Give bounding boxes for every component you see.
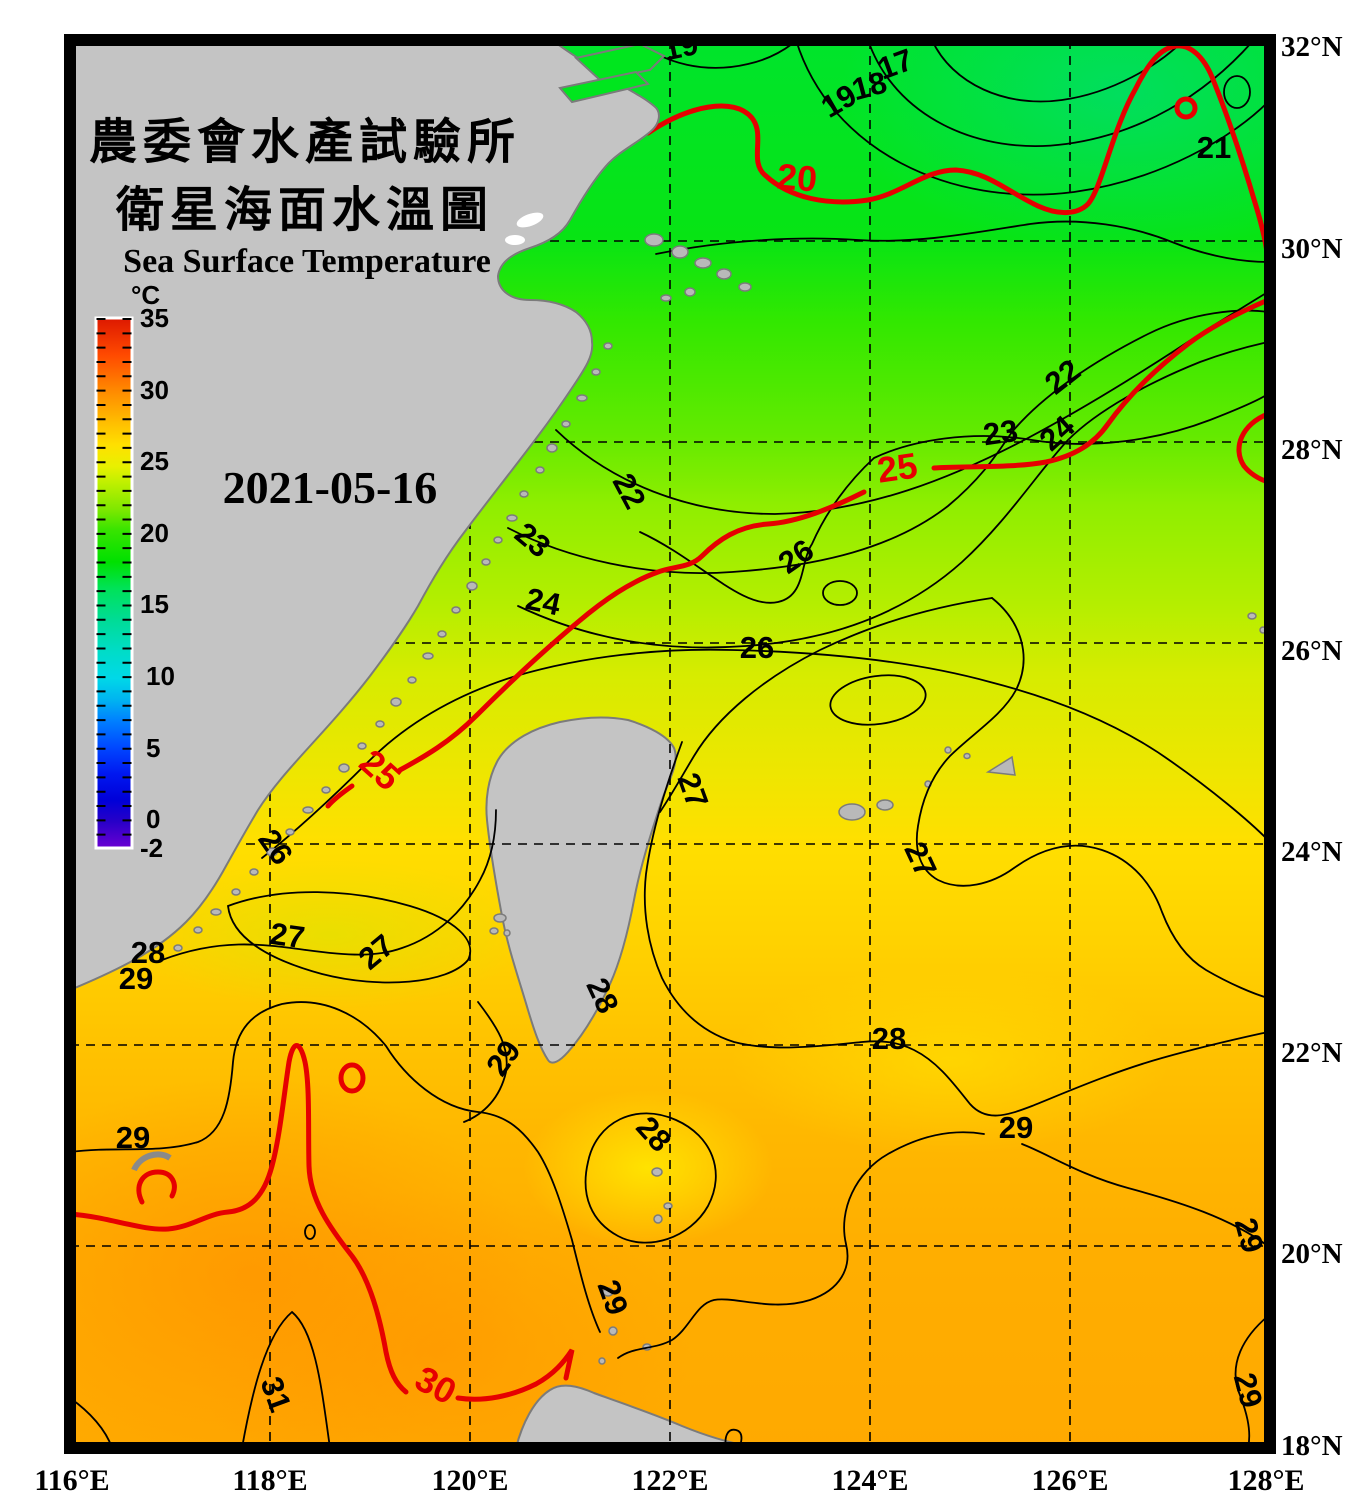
latitude-axis: 32°N 30°N 28°N 26°N 24°N 22°N 20°N 18°N bbox=[1281, 31, 1343, 1462]
colorbar-tick: -2 bbox=[140, 833, 163, 863]
isotherm-label: 29 bbox=[999, 1110, 1033, 1145]
isotherm-label-red: 25 bbox=[875, 445, 920, 491]
lat-label: 18°N bbox=[1281, 1430, 1343, 1462]
lat-label: 30°N bbox=[1281, 233, 1343, 265]
colorbar-unit: °C bbox=[131, 280, 160, 310]
colorbar-tick: 30 bbox=[140, 375, 169, 405]
lon-label: 124°E bbox=[831, 1464, 908, 1497]
title-english: Sea Surface Temperature bbox=[123, 243, 491, 280]
colorbar-tick: 10 bbox=[146, 661, 175, 691]
lat-label: 26°N bbox=[1281, 635, 1343, 667]
isotherm-label: 24 bbox=[523, 581, 565, 623]
isotherm-contours-red bbox=[70, 43, 1270, 1402]
isotherm-label: 19 bbox=[660, 26, 701, 67]
yangtze-estuary bbox=[558, 42, 666, 104]
map-border bbox=[64, 34, 1276, 1454]
isotherm-label: 28 bbox=[131, 935, 165, 970]
offshore-islets bbox=[131, 612, 1267, 1365]
isotherm-label: 29 bbox=[116, 1120, 150, 1155]
colorbar-gradient bbox=[94, 316, 134, 850]
lon-label: 128°E bbox=[1227, 1464, 1304, 1497]
colorbar-tick: 15 bbox=[140, 589, 169, 619]
coastal-islets bbox=[173, 233, 752, 952]
isotherm-label-red: 20 bbox=[775, 155, 818, 199]
luzon-island bbox=[514, 1384, 753, 1448]
colorbar: °C 35 30 25 20 15 10 5 0 -2 bbox=[94, 280, 175, 863]
lon-label: 116°E bbox=[34, 1464, 109, 1497]
lat-label: 28°N bbox=[1281, 434, 1343, 466]
isotherm-label: 21 bbox=[1197, 130, 1231, 165]
isotherm-label: 27 bbox=[268, 916, 307, 955]
longitude-axis: 116°E 118°E 120°E 122°E 124°E 126°E 128°… bbox=[34, 1464, 1304, 1497]
isotherm-label: 23 bbox=[981, 413, 1020, 452]
colorbar-tick: 20 bbox=[140, 518, 169, 548]
taiwan-island bbox=[485, 716, 677, 1064]
map-date: 2021-05-16 bbox=[223, 462, 438, 513]
lat-label: 32°N bbox=[1281, 31, 1343, 63]
lon-label: 120°E bbox=[431, 1464, 508, 1497]
title-chinese-map: 衛星海面水溫圖 bbox=[115, 184, 494, 237]
colorbar-tick: 35 bbox=[140, 303, 169, 333]
colorbar-tick: 25 bbox=[140, 446, 169, 476]
colorbar-tick: 0 bbox=[146, 804, 160, 834]
title-block: 農委會水產試驗所 衛星海面水溫圖 Sea Surface Temperature… bbox=[89, 116, 521, 513]
lon-label: 122°E bbox=[631, 1464, 708, 1497]
lon-label: 126°E bbox=[1031, 1464, 1108, 1497]
cloud-patches bbox=[505, 212, 544, 245]
lon-label: 118°E bbox=[232, 1464, 307, 1497]
isotherm-label: 29 bbox=[119, 961, 153, 996]
title-chinese-org: 農委會水產試驗所 bbox=[89, 116, 521, 169]
lat-label: 24°N bbox=[1281, 836, 1343, 868]
isotherm-contours-black bbox=[70, 40, 1269, 1448]
colorbar-tick-labels: 35 30 25 20 15 10 5 0 -2 bbox=[140, 303, 175, 863]
isotherm-label: 28 bbox=[872, 1021, 906, 1056]
lat-label: 22°N bbox=[1281, 1037, 1343, 1069]
colorbar-tick: 5 bbox=[146, 733, 160, 763]
isotherm-label: 26 bbox=[740, 630, 774, 665]
isotherm-label: 29 bbox=[1228, 1214, 1271, 1256]
china-mainland bbox=[70, 40, 660, 992]
lat-label: 20°N bbox=[1281, 1238, 1343, 1270]
